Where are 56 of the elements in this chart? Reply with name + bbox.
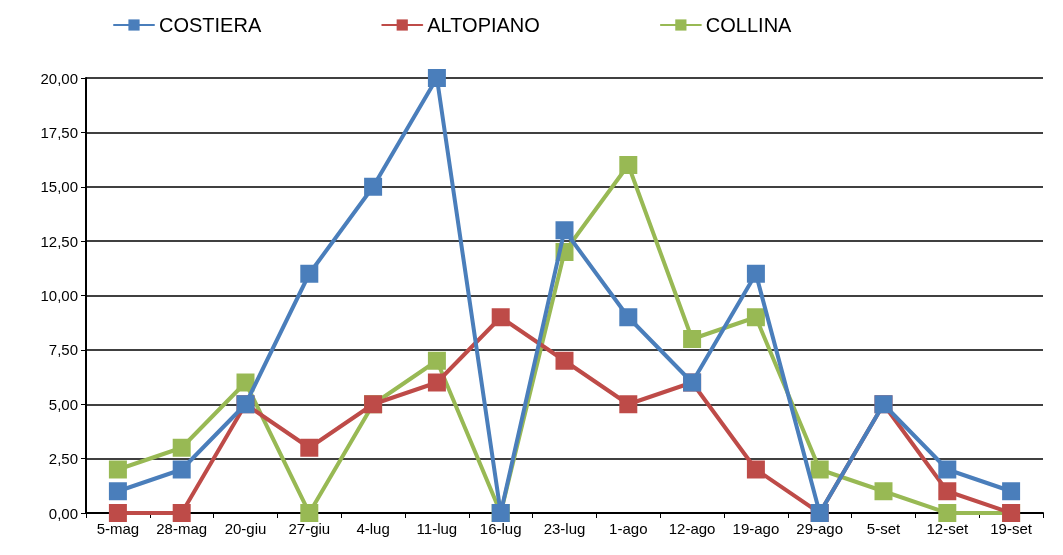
legend-label: ALTOPIANO bbox=[427, 14, 540, 36]
x-tick-label: 28-mag bbox=[156, 520, 208, 537]
point bbox=[1002, 482, 1021, 501]
x-tick-label: 19-ago bbox=[732, 520, 780, 537]
x-tick-label: 27-giu bbox=[288, 520, 331, 537]
point bbox=[172, 438, 191, 457]
x-tick-label: 29-ago bbox=[796, 520, 844, 537]
y-tick-label: 7,50 bbox=[48, 341, 78, 359]
point bbox=[938, 482, 957, 501]
y-tick-label: 5,00 bbox=[48, 395, 78, 413]
x-tick-label: 23-lug bbox=[543, 520, 586, 537]
point bbox=[619, 156, 638, 174]
point bbox=[427, 69, 446, 87]
point bbox=[108, 504, 127, 522]
point bbox=[619, 308, 638, 327]
point bbox=[491, 308, 510, 327]
point bbox=[364, 177, 383, 196]
y-tick-label: 12,50 bbox=[40, 232, 78, 250]
point bbox=[300, 264, 319, 283]
y-tick-label: 2,50 bbox=[48, 450, 78, 468]
point bbox=[555, 351, 574, 370]
y-tick-label: 17,50 bbox=[40, 123, 78, 141]
point bbox=[108, 482, 127, 501]
point bbox=[555, 221, 574, 240]
x-tick-label: 19-set bbox=[990, 520, 1033, 537]
point bbox=[746, 460, 765, 479]
y-tick-label: 10,00 bbox=[40, 287, 78, 304]
point bbox=[108, 460, 127, 479]
point bbox=[810, 460, 829, 479]
point bbox=[300, 504, 319, 522]
point bbox=[938, 460, 957, 479]
point bbox=[300, 438, 319, 457]
point bbox=[746, 264, 765, 283]
y-tick-label: 15,00 bbox=[40, 178, 78, 196]
point bbox=[874, 482, 893, 501]
x-tick-label: 5-mag bbox=[96, 520, 140, 537]
x-tick-label: 4-lug bbox=[356, 520, 390, 537]
point bbox=[938, 504, 957, 522]
y-tick-label: 20,00 bbox=[40, 69, 78, 87]
x-tick-label: 12-ago bbox=[668, 520, 716, 537]
point bbox=[172, 504, 191, 522]
x-tick-label: 1-ago bbox=[609, 520, 648, 537]
point bbox=[172, 460, 191, 479]
point bbox=[683, 330, 702, 348]
x-tick-label: 20-giu bbox=[224, 520, 267, 537]
point bbox=[619, 395, 638, 414]
point bbox=[746, 308, 765, 327]
x-tick-label: 5-set bbox=[866, 520, 901, 537]
point bbox=[427, 373, 446, 392]
legend-label: COLLINA bbox=[705, 14, 793, 36]
x-tick-label: 12-set bbox=[926, 520, 969, 537]
x-tick-label: 11-lug bbox=[416, 520, 458, 537]
point bbox=[427, 351, 446, 370]
y-tick-label: 0,00 bbox=[48, 504, 78, 522]
legend-label: COSTIERA bbox=[159, 14, 262, 36]
x-tick-label: 16-lug bbox=[479, 520, 522, 537]
